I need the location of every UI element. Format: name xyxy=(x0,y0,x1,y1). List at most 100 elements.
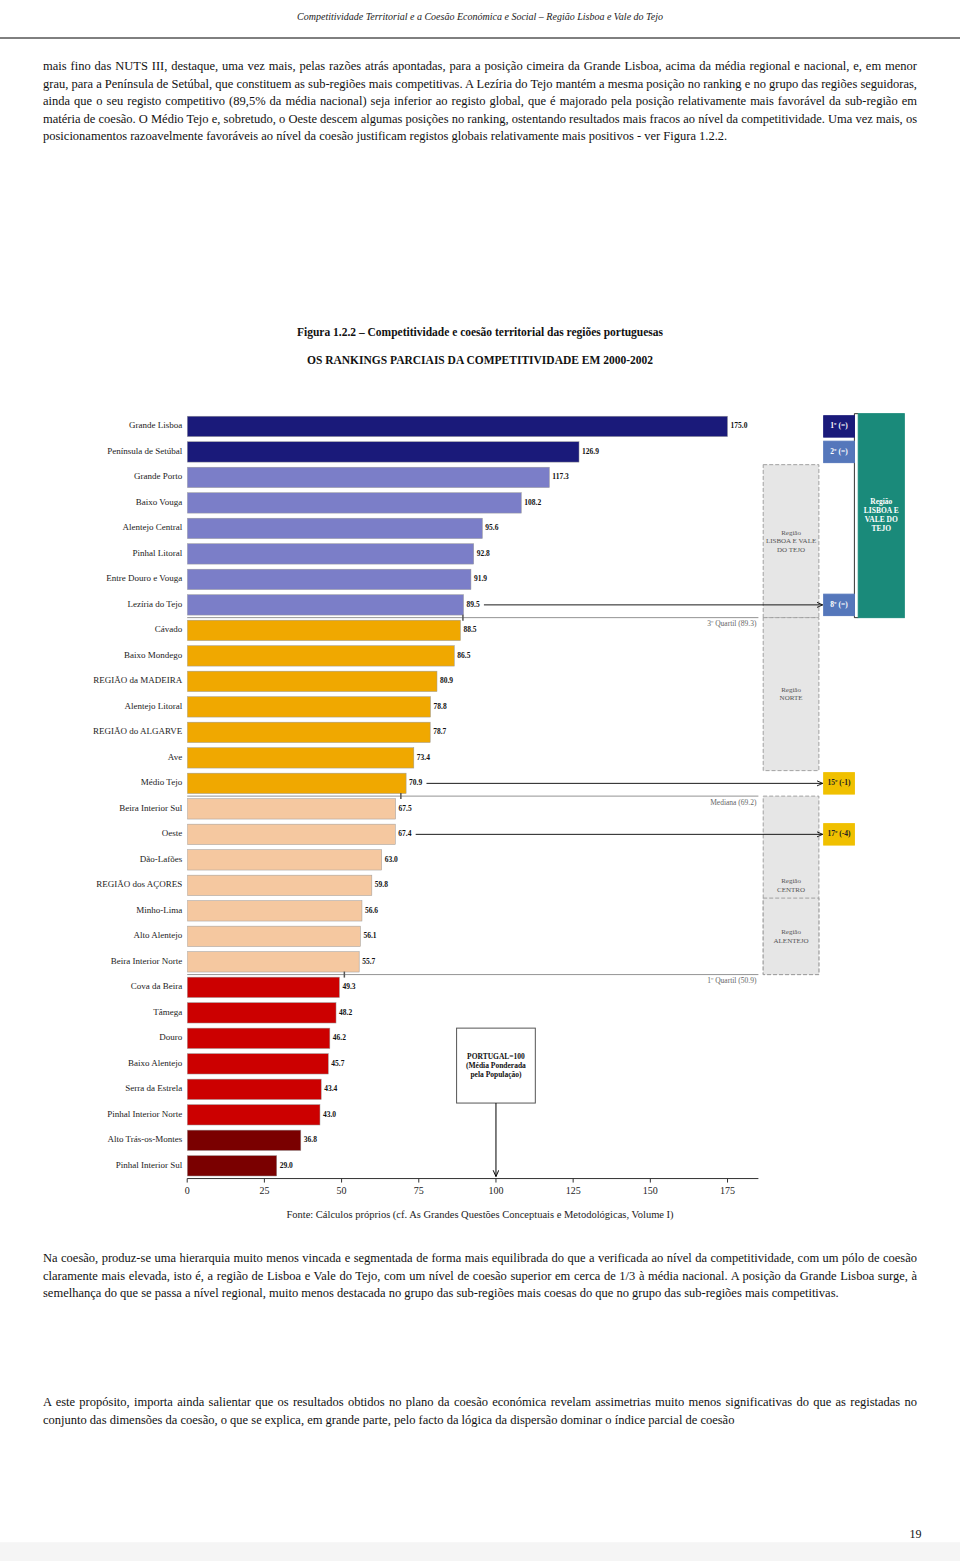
rank-box-label-line: 17º (-4) xyxy=(827,829,851,838)
rank-box-label-line: 2º (=) xyxy=(830,447,848,456)
quartile-label: 3º Quartil (89.3) xyxy=(707,619,757,628)
category-label: Dão-Lafões xyxy=(140,854,183,864)
region-box xyxy=(763,796,819,974)
data-label: 48.2 xyxy=(339,1008,352,1017)
category-label: Minho-Lima xyxy=(136,905,182,915)
rank-box xyxy=(824,824,855,845)
rank-box xyxy=(824,594,855,615)
category-label: Pinhal Litoral xyxy=(132,548,182,558)
header-rule xyxy=(0,38,960,39)
bar xyxy=(187,1156,277,1176)
region-box-label-line: CENTRO xyxy=(777,885,805,893)
page-text-top: mais fino das NUTS III, destaque, uma ve… xyxy=(43,58,917,146)
subtitle: OS RANKINGS PARCIAIS DA COMPETITIVIDADE … xyxy=(307,354,653,366)
category-label: Beira Interior Sul xyxy=(119,803,182,813)
x-tick xyxy=(573,1179,574,1183)
bar xyxy=(187,671,437,691)
region-box-label-line: Região xyxy=(781,528,801,536)
category-label: Entre Douro e Vouga xyxy=(106,573,182,583)
category-label: Alentejo Litoral xyxy=(124,701,182,711)
x-axis-line xyxy=(187,1178,758,1179)
reference-label-line: PORTUGAL=100 xyxy=(467,1051,525,1060)
x-tick-label: 25 xyxy=(259,1185,269,1196)
category-label: REGIÃO da MADEIRA xyxy=(93,675,182,685)
category-label: Oeste xyxy=(162,828,183,838)
data-label: 29.0 xyxy=(280,1161,293,1170)
bar xyxy=(187,1003,336,1023)
bottom-strip xyxy=(0,1542,960,1561)
page-number: 19 xyxy=(910,1527,922,1541)
region-box xyxy=(763,898,819,974)
rank-box-group: 2º (=) xyxy=(824,441,855,462)
x-tick xyxy=(727,1179,728,1183)
region-box-label: RegiãoALENTEJO xyxy=(774,928,809,944)
category-label: Baixo Vouga xyxy=(136,497,182,507)
data-label: 55.7 xyxy=(362,957,375,966)
rank-box-label-line: 15º (-1) xyxy=(827,778,851,787)
rank-box-label: 8º (=) xyxy=(830,600,848,609)
page-text-bottom: A este propósito, importa ainda salienta… xyxy=(43,1394,917,1429)
group-bracket xyxy=(854,414,858,618)
rank-box-group: 1º (=) xyxy=(824,416,855,437)
rank-box-label-line: 8º (=) xyxy=(830,600,848,609)
category-label: Cávado xyxy=(155,624,183,634)
reference-box xyxy=(457,1028,536,1103)
region-box xyxy=(763,618,819,771)
category-label: Médio Tejo xyxy=(141,777,183,787)
region-box-label: RegiãoNORTE xyxy=(780,686,803,702)
bar xyxy=(187,544,474,564)
bar xyxy=(187,416,727,436)
data-label: 49.3 xyxy=(342,982,355,991)
x-tick-label: 125 xyxy=(566,1185,581,1196)
region-box-label: RegiãoLISBOA E VALEDO TEJO xyxy=(766,528,816,553)
bar xyxy=(187,773,406,793)
category-label: Ave xyxy=(168,752,182,762)
data-label: 67.4 xyxy=(398,829,411,838)
region-box xyxy=(763,465,819,618)
category-label: Baixo Mondego xyxy=(124,650,183,660)
bar xyxy=(187,595,463,615)
group-box-label-line: LISBOA E xyxy=(864,506,899,515)
category-label: Península de Setúbal xyxy=(107,446,182,456)
rank-box-label: 2º (=) xyxy=(830,447,848,456)
data-label: 63.0 xyxy=(385,855,398,864)
quartile-label: Mediana (69.2) xyxy=(710,798,757,807)
reference-label: PORTUGAL=100(Média Ponderadapela Populaç… xyxy=(466,1051,526,1078)
bar xyxy=(187,977,339,997)
category-label: Tâmega xyxy=(153,1007,182,1017)
bar xyxy=(187,850,382,870)
page-canvas: Competitividade Territorial e a Coesão E… xyxy=(0,0,960,1561)
bar xyxy=(187,493,521,513)
data-label: 45.7 xyxy=(331,1059,344,1068)
region-box-label-line: Região xyxy=(781,686,801,694)
data-label: 108.2 xyxy=(524,498,541,507)
data-label: 80.9 xyxy=(440,676,453,685)
bar xyxy=(187,518,482,538)
bar xyxy=(187,901,362,921)
x-tick-label: 100 xyxy=(488,1185,503,1196)
x-tick-label: 0 xyxy=(185,1185,190,1196)
category-label: Pinhal Interior Sul xyxy=(116,1160,183,1170)
x-tick xyxy=(495,1179,496,1183)
quartile-marker xyxy=(462,615,464,621)
region-box-label-line: LISBOA E VALE xyxy=(766,537,816,545)
group-box-label: RegiãoLISBOA EVALE DOTEJO xyxy=(864,497,899,533)
bar xyxy=(187,442,579,462)
quartile-line xyxy=(187,974,758,975)
quartile-label: 1º Quartil (50.9) xyxy=(707,976,757,985)
region-box-label-line: Região xyxy=(781,928,801,936)
data-label: 46.2 xyxy=(333,1033,346,1042)
group-box-label-line: TEJO xyxy=(871,524,891,533)
data-label: 78.8 xyxy=(434,702,447,711)
region-box-label: RegiãoCENTRO xyxy=(777,877,805,893)
group-box xyxy=(858,414,904,618)
category-label: Serra da Estrela xyxy=(125,1083,182,1093)
data-label: 126.9 xyxy=(582,447,599,456)
category-label: Alto Alentejo xyxy=(133,930,182,940)
rank-arrow xyxy=(426,783,822,784)
x-tick xyxy=(187,1179,188,1183)
x-tick xyxy=(418,1179,419,1183)
footer: Fonte: Cálculos próprios (cf. As Grandes… xyxy=(286,1209,674,1221)
header: Competitividade Territorial e a Coesão E… xyxy=(297,11,663,22)
rank-box-group: 15º (-1) xyxy=(824,773,855,794)
